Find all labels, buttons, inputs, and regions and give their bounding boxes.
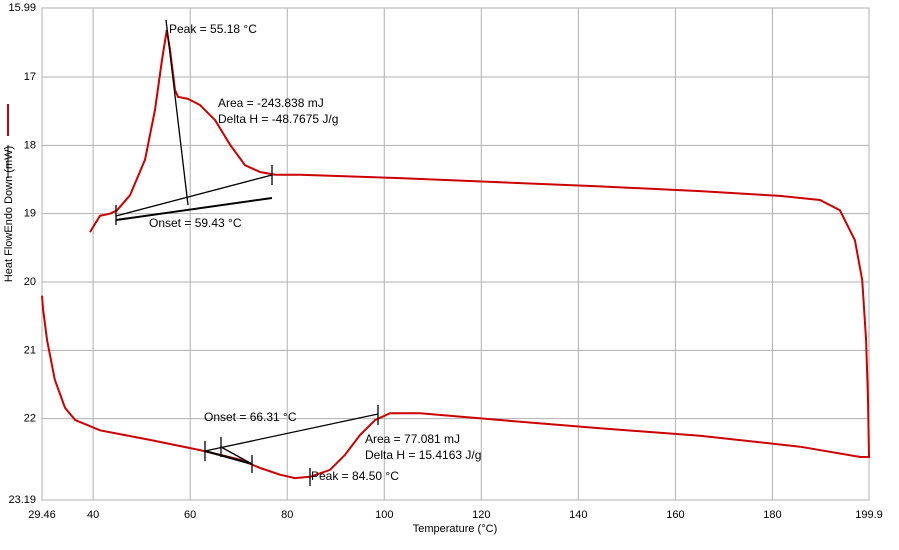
y-tick-label: 21	[24, 344, 36, 356]
y-tick-label: 15.99	[8, 2, 36, 14]
x-tick-label: 180	[763, 509, 781, 521]
x-tick-label: 199.9	[855, 509, 883, 521]
y-tick-label: 19	[24, 208, 36, 220]
annotation: Peak = 55.18 °C	[169, 22, 257, 36]
annotation: Onset = 66.31 °C	[204, 410, 297, 424]
y-tick-label: 22	[24, 413, 36, 425]
annotations: Peak = 55.18 °C Area = -243.838 mJ Delta…	[149, 22, 481, 483]
baseline	[204, 450, 253, 465]
x-tick-label: 120	[472, 509, 490, 521]
annotation: Onset = 59.43 °C	[149, 216, 242, 230]
y-axis-label: Heat FlowEndo Down (mW)	[3, 146, 15, 282]
annotation: Area = 77.081 mJ	[365, 432, 460, 446]
grid	[41, 7, 870, 501]
peak-line	[165, 19, 189, 206]
x-tick-label: 29.46	[28, 509, 56, 521]
axes: Temperature (°C) Heat FlowEndo Down (mW)…	[3, 2, 883, 535]
x-tick-label: 140	[569, 509, 587, 521]
y-tick-label: 17	[24, 71, 36, 83]
x-tick-label: 60	[184, 509, 196, 521]
y-tick-label: 18	[24, 139, 36, 151]
annotation: Peak = 84.50 °C	[311, 469, 399, 483]
x-tick-label: 80	[281, 509, 293, 521]
tangent-line	[115, 174, 273, 217]
onset-line	[220, 446, 253, 465]
plot-area	[41, 7, 870, 501]
tangent-line	[204, 413, 379, 452]
x-tick-label: 160	[666, 509, 684, 521]
y-tick-label: 20	[24, 276, 36, 288]
annotation: Delta H = -48.7675 J/g	[218, 112, 338, 126]
analysis-lines	[115, 19, 379, 486]
annotation: Area = -243.838 mJ	[218, 96, 324, 110]
annotation: Delta H = 15.4163 J/g	[365, 448, 481, 462]
x-axis-label: Temperature (°C)	[413, 523, 497, 535]
y-tick-label: 23.19	[8, 494, 36, 506]
baseline	[115, 197, 273, 221]
x-tick-label: 100	[375, 509, 393, 521]
x-tick-label: 40	[87, 509, 99, 521]
